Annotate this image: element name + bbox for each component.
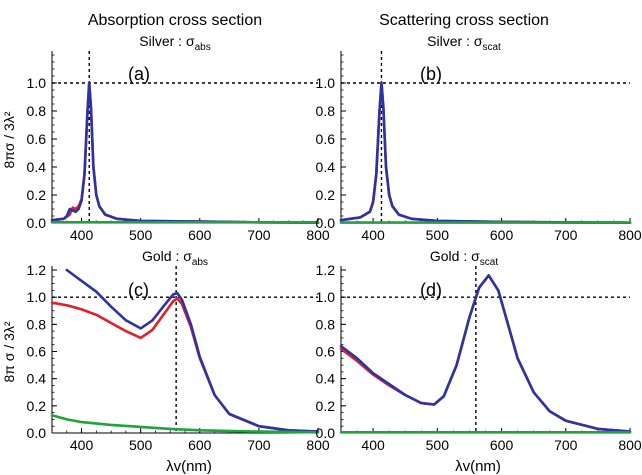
col-title-absorption: Absorption cross section <box>88 12 262 29</box>
y-tick-label: 0.8 <box>316 316 336 332</box>
series-line-1 <box>339 81 632 224</box>
x-tick-label: 500 <box>129 227 153 243</box>
x-tick-label: 600 <box>490 227 514 243</box>
series-line-1 <box>50 81 320 224</box>
series-line-1 <box>339 274 632 433</box>
x-tick-label: 400 <box>361 437 385 453</box>
xlabel-left: λv(nm) <box>166 458 212 475</box>
y-tick-label: 0.0 <box>27 215 47 231</box>
x-tick-label: 500 <box>129 437 153 453</box>
x-tick-label: 400 <box>70 437 94 453</box>
y-tick-label: 1.0 <box>27 75 47 91</box>
x-tick-label: 800 <box>618 437 642 453</box>
chart-panel-silver-scattering: 0.0 0.2 0.4 0.6 0.8 1.0 400 500 600 700 800 (b) Silv… <box>316 33 642 243</box>
x-tick-label: 500 <box>426 227 450 243</box>
y-tick-label: 1.2 <box>316 262 336 278</box>
y-tick-label: 0.6 <box>27 344 47 360</box>
y-tick-label: 0.2 <box>316 398 336 414</box>
x-tick-label: 800 <box>618 227 642 243</box>
y-tick-label: 0.8 <box>316 103 336 119</box>
y-tick-label: 0.4 <box>316 159 336 175</box>
panel-title: Silver : σscat <box>427 33 501 53</box>
x-tick-label: 400 <box>70 227 94 243</box>
panel-title: Gold : σabs <box>142 248 208 268</box>
x-tick-label: 600 <box>490 437 514 453</box>
xlabel-right: λv(nm) <box>455 458 501 475</box>
ylabel-top: 8πσ / 3λ² <box>1 111 17 168</box>
panel-title: Gold : σscat <box>430 248 498 268</box>
series-line-0 <box>339 274 632 433</box>
panel-label: (d) <box>420 280 442 300</box>
chart-panel-gold-scattering: 0.0 0.2 0.4 0.6 0.8 1.0 1.2 400 500 600 700 800 (d) G… <box>316 248 642 453</box>
y-tick-label: 1.2 <box>27 262 47 278</box>
series-line-2 <box>50 413 320 434</box>
panel-label: (c) <box>128 280 149 300</box>
y-tick-label: 0.4 <box>27 159 47 175</box>
y-tick-label: 0.0 <box>27 425 47 441</box>
x-tick-label: 600 <box>188 227 212 243</box>
y-tick-label: 0.4 <box>27 371 47 387</box>
x-tick-label: 700 <box>554 227 578 243</box>
x-tick-label: 500 <box>426 437 450 453</box>
y-tick-label: 0.0 <box>316 215 336 231</box>
x-tick-label: 700 <box>247 227 271 243</box>
panel-label: (b) <box>420 64 442 84</box>
x-tick-label: 800 <box>306 437 330 453</box>
y-tick-label: 1.0 <box>316 289 336 305</box>
y-tick-label: 0.4 <box>316 371 336 387</box>
y-tick-label: 0.8 <box>27 103 47 119</box>
x-tick-label: 400 <box>361 227 385 243</box>
x-tick-label: 700 <box>247 437 271 453</box>
y-tick-label: 0.6 <box>316 131 336 147</box>
ylabel-bottom: 8π σ / 3λ² <box>1 321 17 382</box>
col-title-scattering: Scattering cross section <box>379 12 549 29</box>
x-tick-label: 700 <box>554 437 578 453</box>
chart-panel-gold-absorption: 0.0 0.2 0.4 0.6 0.8 1.0 1.2 400 500 600 700 800 (c) G… <box>27 248 330 453</box>
y-tick-label: 0.2 <box>27 187 47 203</box>
y-tick-label: 1.0 <box>316 75 336 91</box>
y-tick-label: 0.6 <box>316 344 336 360</box>
y-tick-label: 0.2 <box>27 398 47 414</box>
x-tick-label: 800 <box>306 227 330 243</box>
y-tick-label: 0.0 <box>316 425 336 441</box>
y-tick-label: 0.8 <box>27 316 47 332</box>
series-line-0 <box>50 297 320 433</box>
x-tick-label: 600 <box>188 437 212 453</box>
y-tick-label: 0.2 <box>316 187 336 203</box>
series-line-1 <box>65 268 320 433</box>
y-tick-label: 1.0 <box>27 289 47 305</box>
panel-label: (a) <box>128 64 150 84</box>
panel-title: Silver : σabs <box>139 33 210 53</box>
chart-panel-silver-absorption: 0.0 0.2 0.4 0.6 0.8 1.0 400 500 600 700 800 (a) Silv… <box>27 33 330 243</box>
y-tick-label: 0.6 <box>27 131 47 147</box>
